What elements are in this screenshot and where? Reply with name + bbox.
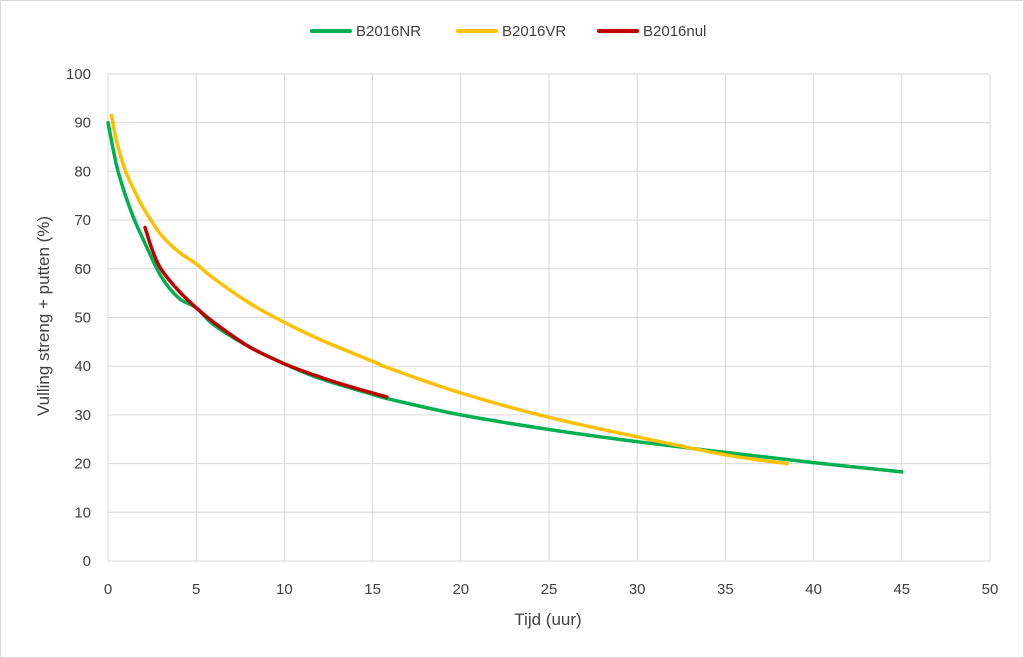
series-lines [106,113,904,474]
x-axis-title: Tijd (uur) [514,610,581,629]
y-axis-title: Vulling streng + putten (%) [34,216,53,416]
legend-label: B2016NR [356,23,421,40]
x-tick-label: 30 [629,581,646,598]
y-tick-label: 60 [74,261,91,278]
x-tick-label: 40 [805,581,822,598]
y-tick-label: 50 [74,310,91,327]
x-tick-label: 15 [364,581,381,598]
x-tick-label: 25 [541,581,558,598]
y-tick-label: 0 [83,553,91,570]
y-tick-label: 90 [74,115,91,132]
legend: B2016NR B2016VR B2016nul [310,23,706,40]
x-axis-tick-labels: 0 5 10 15 20 25 30 35 40 45 50 [104,581,999,598]
y-tick-label: 70 [74,212,91,229]
legend-label: B2016VR [502,23,566,40]
y-tick-label: 30 [74,407,91,424]
y-tick-label: 40 [74,358,91,375]
y-tick-label: 10 [74,504,91,521]
x-tick-label: 0 [104,581,112,598]
y-tick-label: 20 [74,456,91,473]
gridlines [107,73,991,562]
series-line-b2016vr [109,113,789,466]
x-tick-label: 10 [276,581,293,598]
x-tick-label: 45 [893,581,910,598]
x-tick-label: 20 [452,581,469,598]
y-tick-label: 100 [66,66,91,83]
legend-item-b2016vr: B2016VR [456,23,566,40]
y-tick-label: 80 [74,163,91,180]
x-tick-label: 5 [192,581,200,598]
legend-item-b2016nr: B2016NR [310,23,421,40]
x-tick-label: 35 [717,581,734,598]
x-tick-label: 50 [982,581,999,598]
y-axis-tick-labels: 0 10 20 30 40 50 60 70 80 90 100 [66,66,91,570]
legend-item-b2016nul: B2016nul [597,23,706,40]
legend-label: B2016nul [643,23,706,40]
series-line-b2016nul [143,225,389,399]
